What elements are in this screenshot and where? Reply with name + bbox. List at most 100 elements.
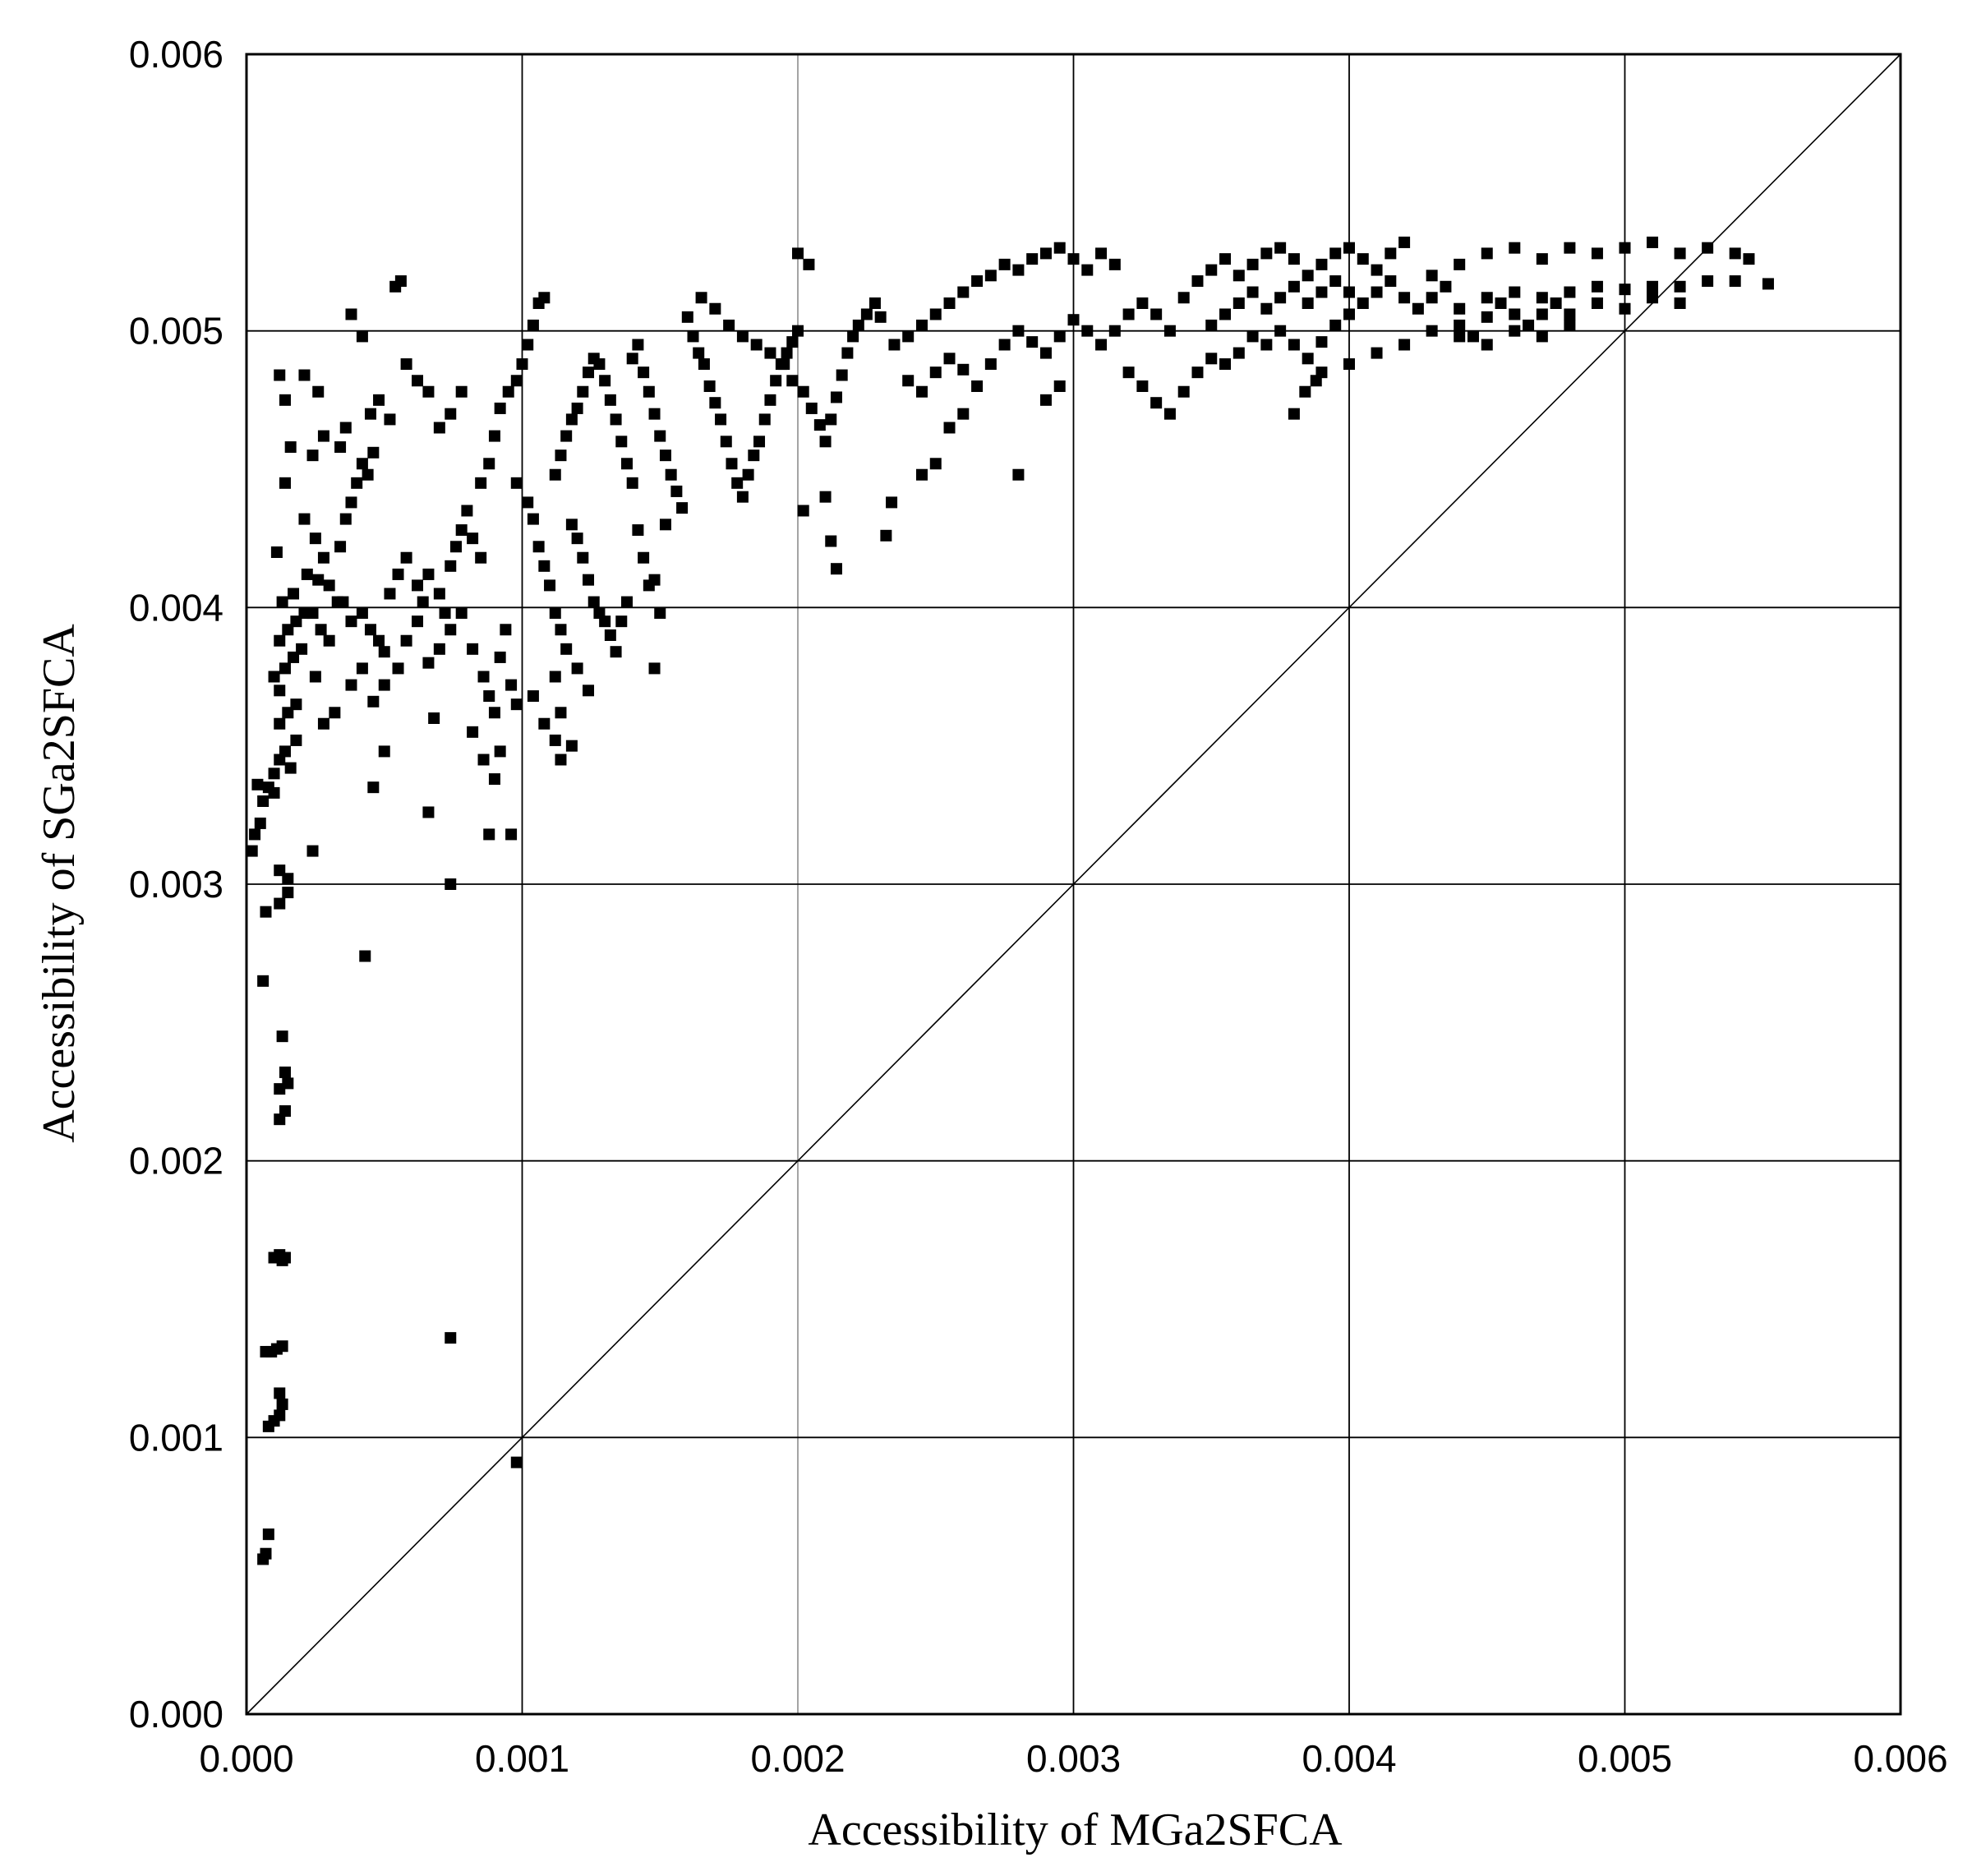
scatter-point [306,449,319,462]
scatter-point [1039,394,1052,406]
scatter-point [323,634,335,647]
scatter-point [638,366,650,379]
scatter-point [583,574,595,586]
scatter-point [632,524,644,537]
scatter-point [723,319,735,331]
scatter-point [565,740,578,752]
scatter-point [565,413,578,426]
scatter-point [841,347,854,359]
scatter-point [276,1398,288,1410]
scatter-point [1591,247,1603,260]
scatter-point [915,468,928,481]
scatter-point [323,579,335,592]
scatter-point [731,477,744,489]
scatter-point [797,385,809,398]
scatter-point [571,402,583,414]
scatter-point [378,646,390,658]
scatter-point [819,491,832,503]
scatter-point [1177,292,1190,304]
scatter-point [1274,325,1287,337]
scatter-point [262,1528,274,1541]
scatter-point [1536,330,1548,343]
y-tick-label: 0.000 [129,1693,223,1735]
scatter-point [770,375,782,387]
scatter-point [467,643,479,655]
scatter-point [500,624,512,636]
scatter-point [274,897,286,910]
scatter-point [709,397,721,409]
scatter-point [502,385,514,398]
scatter-point [1426,292,1438,304]
scatter-point [367,446,380,459]
scatter-point [803,258,815,270]
scatter-point [676,502,689,514]
scatter-point [984,270,997,282]
scatter-point [445,878,457,890]
x-tick-label: 0.006 [1853,1737,1947,1780]
y-tick-label: 0.006 [129,33,223,76]
scatter-point [477,754,490,766]
scatter-point [356,662,368,675]
scatter-point [284,762,297,774]
scatter-point [455,607,468,620]
scatter-point [1315,336,1328,348]
scatter-point [1762,278,1774,290]
x-tick-label: 0.002 [750,1737,845,1780]
scatter-point [276,1340,288,1353]
scatter-point [610,646,622,658]
scatter-point [467,532,479,545]
scatter-point [1495,297,1507,309]
scatter-point [433,422,445,434]
scatter-point [1012,264,1025,276]
scatter-point [367,781,380,794]
scatter-point [1329,319,1342,331]
scatter-point [1053,330,1066,343]
scatter-point [549,607,561,620]
scatter-point [736,330,749,343]
scatter-point [1232,347,1245,359]
scatter-point [1219,308,1232,320]
scatter-point [467,726,479,738]
scatter-point [274,634,286,647]
scatter-point [315,624,327,636]
scatter-point [560,643,573,655]
scatter-point [290,734,302,746]
scatter-point [494,651,506,663]
x-axis-title: Accessibility of MGa2SFCA [808,1805,1343,1855]
scatter-point [1674,297,1686,309]
scatter-point [274,1387,286,1399]
scatter-point [505,828,518,841]
scatter-point [339,422,352,434]
scatter-point [317,551,329,564]
scatter-point [874,311,887,323]
scatter-point [1509,242,1521,254]
scatter-point [984,358,997,371]
scatter-point [1371,347,1383,359]
scatter-point [1315,258,1328,270]
scatter-point [781,347,793,359]
scatter-point [367,695,380,708]
scatter-point [1619,302,1631,315]
scatter-point [797,505,809,517]
scatter-point [1288,253,1300,265]
scatter-point [282,1077,294,1090]
scatter-point [1095,247,1108,260]
scatter-point [488,430,500,442]
scatter-point [445,1332,457,1344]
scatter-point [1398,236,1411,248]
scatter-point [488,707,500,719]
scatter-point [1536,308,1548,320]
scatter-point [726,458,738,470]
scatter-point [290,698,302,711]
scatter-point [888,339,901,351]
scatter-point [998,339,1011,351]
scatter-point [475,551,487,564]
scatter-point [373,634,385,647]
scatter-point [599,615,611,628]
scatter-point [433,643,445,655]
scatter-point [1523,319,1535,331]
scatter-point [544,579,556,592]
scatter-point [620,596,633,608]
scatter-point [615,615,628,628]
scatter-point [610,413,622,426]
